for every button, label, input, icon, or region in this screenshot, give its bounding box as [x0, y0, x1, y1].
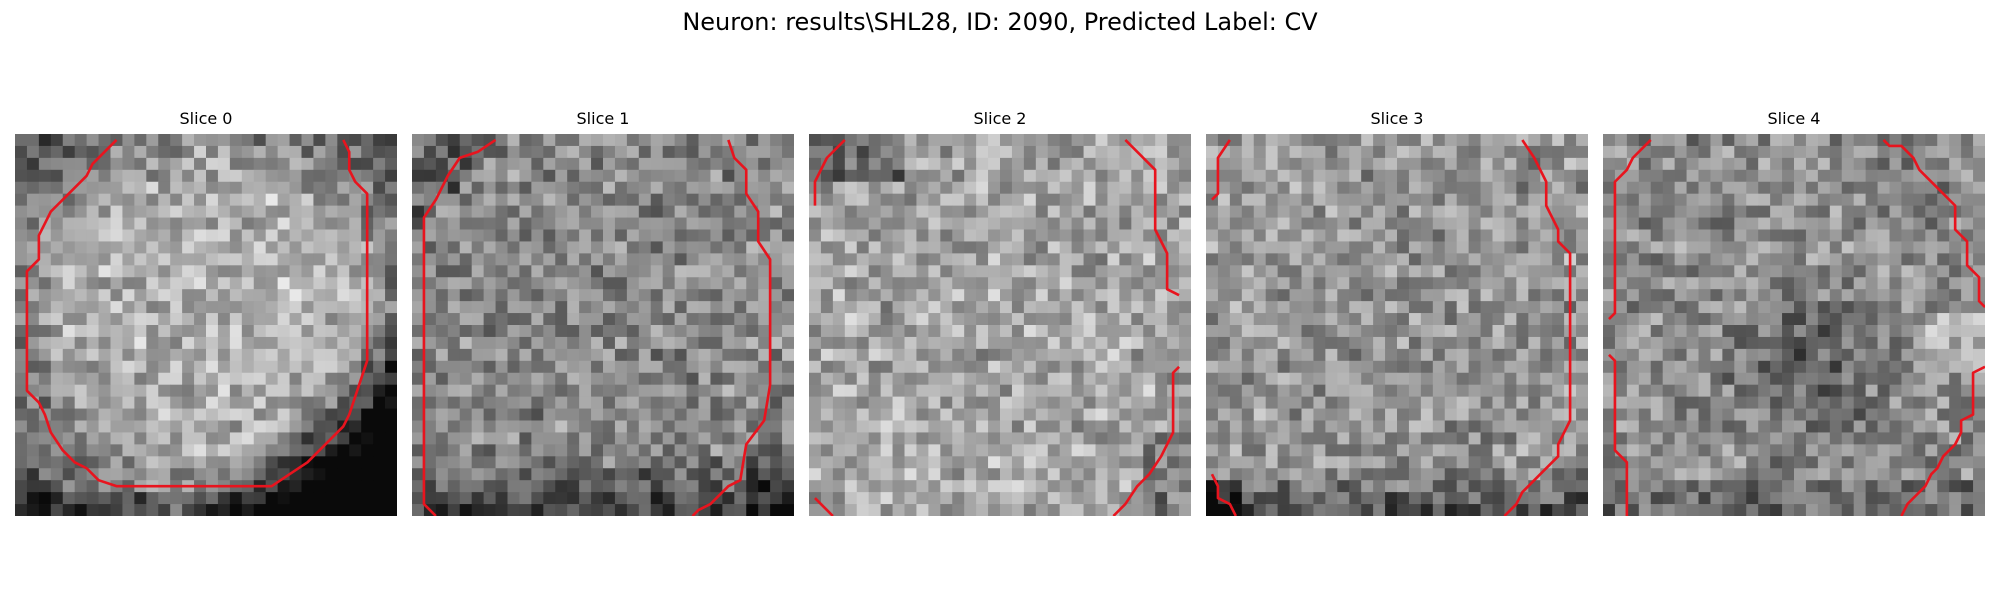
figure-title: Neuron: results\SHL28, ID: 2090, Predict…	[682, 8, 1318, 36]
contour-1	[422, 138, 772, 516]
contour-line	[814, 497, 834, 516]
contour-line	[1124, 139, 1180, 297]
pixel-grid-2	[809, 134, 1191, 516]
slice-title-2: Slice 2	[973, 109, 1027, 128]
slice-panel-4: Slice 4	[1603, 108, 1985, 516]
slice-image-1	[412, 134, 794, 516]
contour-line	[1112, 365, 1180, 516]
contour-line	[422, 138, 497, 516]
slice-panel-1: Slice 1	[412, 108, 794, 516]
slice-title-1: Slice 1	[576, 109, 630, 128]
slice-panel-3: Slice 3	[1206, 108, 1588, 516]
slice-title-4: Slice 4	[1767, 109, 1821, 128]
slice-panel-2: Slice 2	[809, 108, 1191, 516]
contour-line	[1503, 139, 1572, 516]
slice-title-0: Slice 0	[179, 109, 233, 128]
pixel-grid-3	[1206, 134, 1588, 516]
pixel-grid-0	[15, 134, 397, 516]
slice-image-3	[1206, 134, 1588, 516]
contour-line	[1210, 473, 1238, 516]
contour-line	[25, 139, 369, 488]
contour-line	[1608, 139, 1652, 320]
slice-image-0	[15, 134, 397, 516]
slice-title-3: Slice 3	[1370, 109, 1424, 128]
pixel-grid-1	[412, 134, 794, 516]
contour-line	[813, 139, 846, 206]
slice-image-4	[1603, 134, 1985, 516]
pixel-grid-4	[1603, 134, 1985, 516]
contour-4	[1608, 139, 1985, 516]
contour-3	[1210, 139, 1572, 516]
contour-line	[691, 139, 772, 516]
contour-line	[1608, 353, 1629, 516]
contour-0	[25, 139, 369, 488]
contour-line	[1900, 365, 1985, 516]
slice-image-2	[809, 134, 1191, 516]
slice-panel-0: Slice 0	[15, 108, 397, 516]
contour-line	[1882, 139, 1985, 309]
contour-line	[1211, 139, 1231, 201]
contour-2	[813, 139, 1180, 516]
